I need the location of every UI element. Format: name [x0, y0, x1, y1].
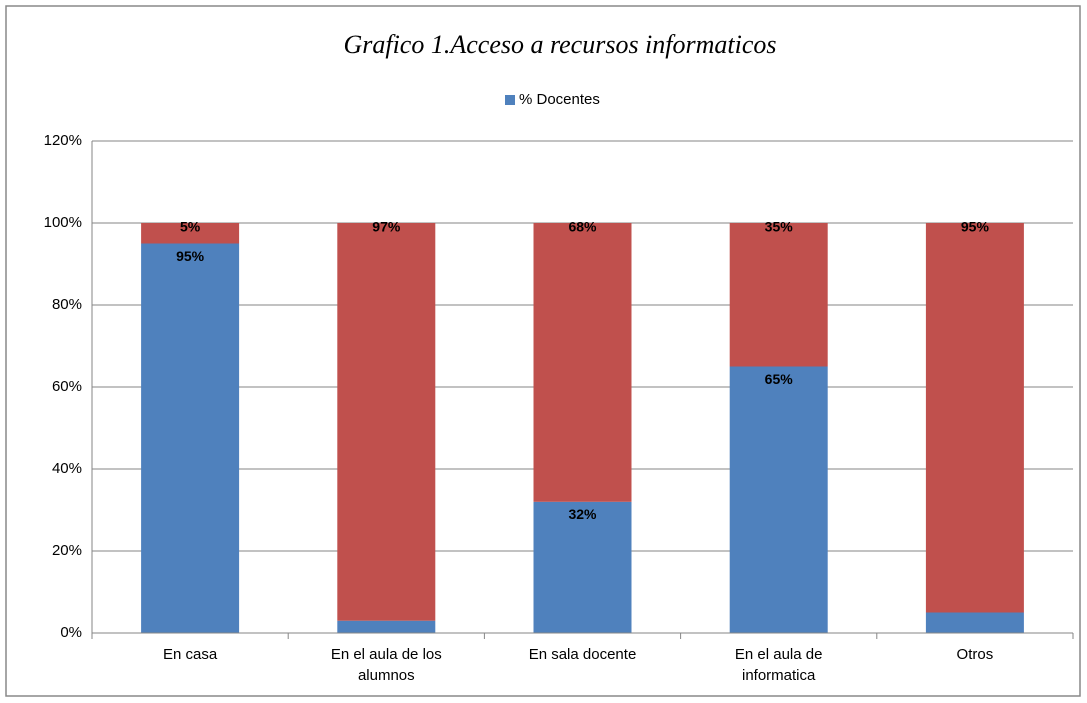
bar-segment [337, 223, 436, 621]
y-tick-label: 80% [52, 296, 82, 313]
bar-segment [925, 223, 1024, 613]
y-tick-label: 20% [52, 542, 82, 559]
legend-label: % Docentes [519, 91, 600, 108]
x-tick-label: En sala docente [528, 646, 637, 663]
x-tick-label: En el aula de informatica [734, 646, 823, 684]
bar-segment [729, 223, 828, 367]
bar-segment [533, 501, 632, 633]
y-tick-label: 40% [52, 460, 82, 477]
legend-swatch [505, 95, 515, 105]
y-tick-label: 60% [52, 378, 82, 395]
data-label: 35% [765, 219, 794, 235]
data-label: 32% [568, 506, 597, 522]
data-label: 95% [176, 248, 205, 264]
bar-segment [141, 223, 240, 244]
x-tick-label: En casa [162, 646, 218, 663]
x-tick-label: En el aula de los alumnos [330, 646, 442, 684]
data-label: 68% [568, 219, 597, 235]
bar-segment [141, 243, 240, 633]
bar-segment [533, 223, 632, 502]
y-tick-label: 0% [60, 624, 82, 641]
x-tick-label: Otros [956, 646, 994, 663]
chart-title: Grafico 1.Acceso a recursos informaticos [343, 30, 776, 59]
data-label: 95% [961, 219, 990, 235]
bar-segment [925, 612, 1024, 633]
bar-segment [337, 620, 436, 633]
data-label: 5% [180, 219, 201, 235]
y-tick-label: 120% [44, 132, 82, 149]
y-tick-label: 100% [44, 214, 82, 231]
bar-segment [729, 366, 828, 633]
data-label: 65% [765, 371, 794, 387]
data-label: 97% [372, 219, 401, 235]
